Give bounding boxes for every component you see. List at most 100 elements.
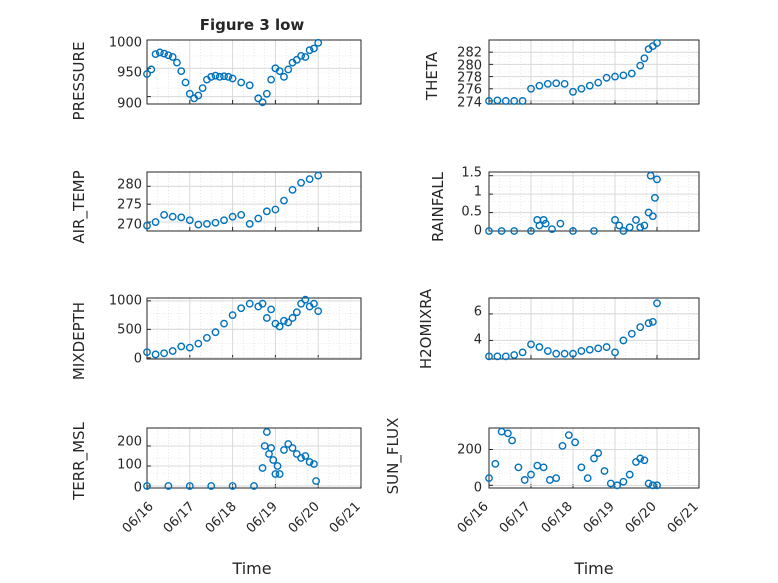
air-temp-plot-layer — [143, 171, 362, 232]
data-point — [535, 81, 544, 90]
data-point — [211, 71, 220, 80]
data-point — [627, 329, 636, 338]
data-point — [541, 219, 550, 228]
data-point — [254, 94, 263, 103]
data-point — [560, 349, 569, 358]
data-point — [640, 456, 649, 465]
data-point — [640, 54, 649, 63]
data-point — [611, 216, 619, 224]
data-point — [501, 97, 510, 105]
terr-msl-plot-layer — [143, 427, 362, 490]
data-point — [177, 67, 186, 76]
data-point — [185, 482, 194, 490]
data-point — [273, 462, 282, 470]
y-tick-label: 1000 — [109, 36, 142, 51]
data-point — [203, 334, 211, 342]
data-point — [275, 470, 284, 478]
data-point — [292, 308, 301, 317]
data-point — [284, 65, 293, 74]
data-point — [518, 348, 527, 357]
data-point — [552, 79, 561, 88]
data-point — [155, 48, 164, 57]
data-point — [314, 38, 323, 47]
y-tick-label: 1000 — [109, 294, 142, 309]
data-point — [577, 84, 586, 93]
data-point — [539, 463, 548, 472]
data-point — [653, 299, 661, 308]
data-point — [653, 39, 661, 47]
data-point — [194, 220, 203, 229]
data-point — [625, 223, 634, 232]
data-point — [143, 482, 151, 490]
data-point — [305, 175, 314, 184]
data-point — [493, 352, 502, 361]
data-point — [160, 349, 169, 358]
data-point — [177, 342, 186, 351]
data-point — [619, 477, 628, 486]
data-point — [577, 347, 586, 355]
y-tick-label: 276 — [457, 83, 482, 98]
data-point — [151, 218, 160, 226]
data-point — [301, 53, 310, 61]
data-point — [267, 305, 276, 314]
data-point — [653, 175, 661, 184]
data-point — [514, 463, 523, 472]
data-point — [527, 470, 535, 479]
data-point — [640, 221, 649, 230]
data-point — [613, 481, 621, 490]
data-point — [314, 171, 323, 180]
data-point — [527, 340, 535, 349]
data-point — [527, 227, 535, 235]
data-point — [569, 87, 577, 96]
y-tick-label: 0 — [474, 224, 482, 239]
data-point — [548, 225, 556, 234]
data-point — [491, 459, 500, 468]
y-tick-label: 282 — [457, 46, 482, 61]
data-point — [602, 343, 611, 351]
data-point — [258, 299, 267, 308]
y-tick-label: 0 — [134, 352, 142, 367]
data-point — [527, 84, 535, 93]
data-point — [292, 55, 301, 64]
data-point — [602, 73, 611, 82]
data-point — [280, 72, 288, 81]
data-point — [590, 454, 598, 463]
y-tick-label: 100 — [117, 458, 142, 473]
data-point — [160, 211, 169, 219]
data-point — [564, 431, 573, 440]
data-point — [228, 212, 237, 221]
y-tick-label: 200 — [117, 435, 142, 450]
data-point — [198, 84, 207, 93]
data-point — [510, 227, 519, 235]
data-point — [510, 97, 519, 105]
y-tick-label: 0 — [134, 481, 142, 496]
data-point — [164, 51, 173, 60]
data-point — [625, 470, 634, 479]
y-tick-label: 4 — [474, 333, 482, 348]
data-point — [644, 319, 653, 328]
data-point — [269, 456, 278, 464]
data-point — [646, 171, 655, 180]
data-point — [520, 476, 529, 484]
axes-box — [488, 427, 700, 489]
data-point — [228, 74, 237, 83]
data-point — [594, 344, 603, 353]
data-point — [615, 221, 624, 230]
data-point — [211, 218, 220, 227]
data-point — [151, 50, 160, 59]
data-point — [632, 216, 640, 224]
y-axis-label: AIR_TEMP — [70, 170, 89, 243]
y-axis-label: MIXDEPTH — [70, 302, 88, 380]
data-point — [600, 467, 609, 475]
data-point — [280, 446, 288, 454]
data-point — [143, 70, 151, 78]
y-tick-label: 200 — [457, 443, 482, 458]
data-point — [181, 78, 190, 87]
y-tick-label: 274 — [457, 96, 482, 111]
data-point — [237, 211, 246, 219]
data-point — [644, 479, 653, 488]
x-axis-label: Time — [573, 559, 613, 578]
data-point — [314, 307, 323, 316]
data-point — [271, 205, 280, 214]
